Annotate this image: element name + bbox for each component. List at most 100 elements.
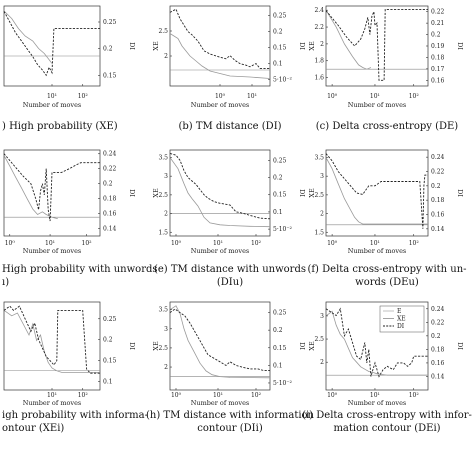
y2-tick-label: 0.24 <box>431 154 445 161</box>
x-tick-label: 10¹ <box>213 240 223 247</box>
y2-axis-label: DI <box>298 342 306 350</box>
y2-tick-label: 0.24 <box>103 151 117 158</box>
y-axis-label: XE <box>308 188 316 198</box>
legend-label: XE <box>397 316 406 323</box>
y2-tick-label: 0.16 <box>431 77 445 84</box>
y1-tick-label: 3.5 <box>158 307 168 314</box>
series-line-di <box>325 153 428 229</box>
y2-axis-label: DI <box>456 342 464 350</box>
plot-frame <box>169 301 271 391</box>
y1-tick-label: 1.6 <box>314 75 324 82</box>
y2-tick-label: 0.21 <box>431 20 444 27</box>
x-tick-label: 10¹ <box>47 93 57 100</box>
y-axis-label: XE <box>152 341 160 351</box>
series-line-di <box>325 8 428 81</box>
x-tick-label: 10² <box>251 240 262 247</box>
y1-tick-label: 2.5 <box>158 345 168 352</box>
series-line-xe <box>325 157 428 225</box>
y2-tick-label: 0.14 <box>431 226 445 233</box>
x-axis-label: Number of moves <box>348 247 407 255</box>
y1-tick-label: 2.5 <box>158 192 168 199</box>
y1-tick-label: 2 <box>164 53 168 60</box>
x-tick-label: 10² <box>82 240 93 247</box>
subplot-caption: ) High probability (XE) <box>2 121 118 132</box>
plot-frame <box>3 149 101 237</box>
series-line-xe <box>3 155 58 220</box>
y2-axis-label: DI <box>128 42 136 50</box>
series-line-di <box>3 153 100 222</box>
y2-tick-label: 0.1 <box>273 61 283 68</box>
y2-tick-label: 0.15 <box>273 192 287 199</box>
series-line-di <box>169 308 270 372</box>
series-line-xe <box>3 10 53 64</box>
subplot-3: 1.6 1.8 2 2.2 2.4 0.16 0.17 0.18 0.19 0.2 0.21 0.22… <box>308 5 464 132</box>
y2-tick-label: 0.16 <box>431 360 445 367</box>
y1-tick-label: 2 <box>164 211 168 218</box>
y2-tick-label: 0.18 <box>431 346 445 353</box>
plot-frame <box>3 5 101 87</box>
y2-tick-label: 0.2 <box>103 181 113 188</box>
subplot-caption-line2: ı) <box>2 277 9 288</box>
x-tick-label: 10² <box>409 93 420 100</box>
series-line-di <box>169 8 270 69</box>
y1-tick-label: 2.4 <box>314 7 324 14</box>
subplot-6: 1.5 2 2.5 3 3.5 0.14 0.16 0.18 0.2 0.22 0.24 10⁰ 10¹… <box>307 149 467 288</box>
x-tick-label: 10⁰ <box>327 392 338 399</box>
y2-tick-label: 0.18 <box>431 54 445 61</box>
x-tick-label: 10⁰ <box>171 240 182 247</box>
y2-axis-label: DI <box>298 189 306 197</box>
subplot-caption: (i) Delta cross-entropy with infor- <box>302 410 472 421</box>
x-tick-label: 10¹ <box>247 93 257 100</box>
subplot-caption-line2: mation contour (DEi) <box>333 423 440 434</box>
x-axis-label: Number of moves <box>191 247 250 255</box>
y2-tick-label: 0.18 <box>431 197 445 204</box>
y2-tick-label: 0.18 <box>103 196 117 203</box>
x-tick-label: 10¹ <box>47 392 57 399</box>
y-axis-label: XE <box>308 41 316 51</box>
y2-tick-label: 0.15 <box>103 358 117 365</box>
x-tick-label: 10² <box>78 93 89 100</box>
x-tick-label: 10² <box>409 392 420 399</box>
y2-axis-label: DI <box>128 342 136 350</box>
subplot-caption-line2: words (DEu) <box>355 277 419 288</box>
subplot-caption: (b) TM distance (DI) <box>178 121 281 132</box>
y2-axis-label: DI <box>128 189 136 197</box>
y2-tick-label: 0.2 <box>103 337 113 344</box>
series-line-xe <box>325 310 428 376</box>
y2-tick-label: 0.1 <box>273 209 283 216</box>
y2-tick-label: 0.19 <box>431 43 445 50</box>
x-tick-label: 10⁰ <box>327 240 338 247</box>
y2-tick-label: 0.14 <box>103 226 117 233</box>
y-axis-label: XE <box>152 188 160 198</box>
x-axis-label: Number of moves <box>23 247 82 255</box>
subplot-caption: (f) Delta cross-entropy with un- <box>307 264 466 275</box>
y2-tick-label: 0.1 <box>273 362 283 369</box>
y2-axis-label: DI <box>456 42 464 50</box>
subplot-caption: igh probability with informa- <box>2 410 148 421</box>
y2-tick-label: 0.15 <box>273 45 287 52</box>
legend-label: E <box>397 308 401 315</box>
plot-frame <box>325 301 429 391</box>
y2-tick-label: 5·10⁻² <box>273 77 293 84</box>
x-axis-label: Number of moves <box>191 101 250 109</box>
x-axis-label: Number of moves <box>23 101 82 109</box>
y2-tick-label: 0.15 <box>273 345 287 352</box>
y1-tick-label: 3.5 <box>314 154 324 161</box>
legend-label: DI <box>397 323 405 330</box>
y2-tick-label: 0.22 <box>431 9 445 16</box>
y2-tick-label: 0.25 <box>103 19 117 26</box>
y2-tick-label: 0.2 <box>431 333 441 340</box>
series-line-xe <box>169 157 271 228</box>
x-axis-label: Number of moves <box>191 399 250 407</box>
x-axis-label: Number of moves <box>348 399 407 407</box>
subplot-caption: (e) TM distance with unwords <box>154 264 306 275</box>
y1-tick-label: 2 <box>320 211 324 218</box>
y1-tick-label: 1.8 <box>314 58 324 65</box>
x-tick-label: 10¹ <box>45 240 55 247</box>
y2-tick-label: 0.24 <box>431 306 445 313</box>
x-tick-label: 10¹ <box>213 392 223 399</box>
